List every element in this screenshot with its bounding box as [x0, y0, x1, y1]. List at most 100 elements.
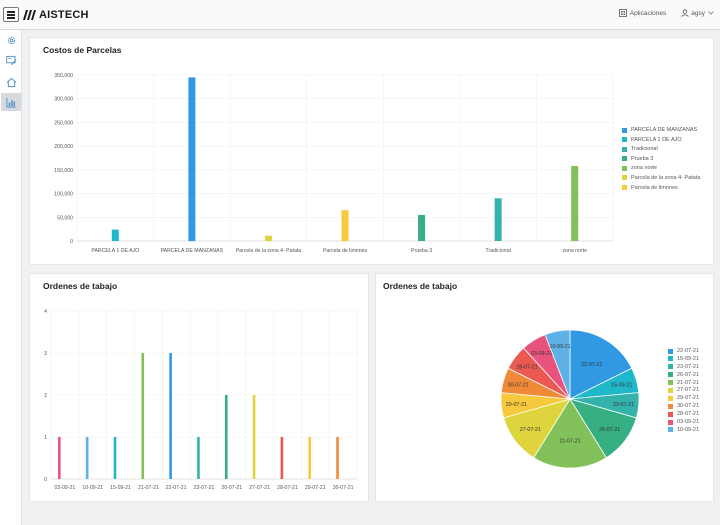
y-tick-label: 200,000 [54, 144, 73, 150]
legend-item[interactable]: zona norte [622, 165, 700, 171]
x-tick-label: Parcela de la zona 4- Patata [236, 248, 302, 254]
bar [113, 437, 117, 479]
y-tick-label: 3 [44, 351, 47, 357]
menu-toggle-button[interactable] [3, 7, 19, 22]
legend-item[interactable]: 15-09-21 [668, 356, 699, 362]
brand-mark-icon [23, 9, 36, 20]
legend-label: Parcela de limones [631, 184, 678, 191]
pie-slice-label: 30-07-21 [508, 382, 529, 388]
pie-slice [569, 329, 633, 400]
pie-slice-label: 28-07-21 [516, 365, 537, 371]
legend-item[interactable]: 03-09-21 [668, 419, 699, 425]
legend-item[interactable]: Parcela de la zona 4- Patata [622, 175, 700, 181]
legend-swatch [668, 364, 673, 370]
pie-slice-label: 22-07-21 [581, 362, 602, 368]
legend-label: 23-07-21 [677, 363, 700, 370]
legend-swatch [668, 356, 673, 362]
x-tick-label: Tradicional [486, 248, 511, 254]
pie-slice [533, 398, 607, 469]
pie-slice-label: 29-07-21 [506, 402, 527, 408]
chevron-down-icon [708, 11, 714, 15]
pie-slice-label: 10-09-21 [550, 344, 571, 350]
legend-item[interactable]: PARCELA DE MANZANAS [622, 127, 700, 133]
bar [111, 229, 119, 241]
home-icon [6, 77, 16, 87]
sidebar-item-settings[interactable] [1, 31, 21, 49]
legend-label: 27-07-21 [677, 387, 700, 394]
legend-label: 10-09-21 [677, 426, 700, 433]
legend-swatch [622, 175, 627, 181]
legend-label: 21-07-21 [677, 379, 700, 386]
legend-swatch [668, 348, 673, 354]
card-title: Ordenes de tabajo [43, 281, 118, 291]
y-tick-label: 300,000 [54, 97, 73, 103]
apps-label: Aplicaciones [629, 9, 667, 17]
x-tick-label: 30-07-21 [333, 485, 354, 491]
ordenes-bar-chart: 0 1 2 3 4 03-09-21 10-09-21 15-09-21 21-07-21 22-… [44, 309, 358, 491]
apps-grid-icon [618, 9, 627, 17]
x-tick-label: 03-09-21 [55, 485, 76, 491]
legend-item[interactable]: 22-07-21 [668, 348, 699, 354]
legend-swatch [668, 411, 673, 417]
y-tick-label: 0 [44, 477, 47, 483]
legend-swatch [668, 419, 673, 425]
y-tick-label: 4 [44, 309, 47, 315]
legend-item[interactable]: Tradicional [622, 146, 700, 152]
legend-label: 22-07-21 [677, 348, 700, 354]
y-tick-label: 150,000 [54, 168, 73, 174]
pie-slice [544, 329, 571, 400]
bar [418, 214, 426, 241]
y-tick-label: 350,000 [54, 73, 73, 79]
legend-swatch [622, 185, 627, 191]
legend-label: 29-07-21 [677, 395, 700, 402]
legend-swatch [668, 427, 673, 433]
user-menu[interactable]: agsy [681, 9, 714, 17]
legend-label: 15-09-21 [677, 355, 700, 362]
sidebar-item-edit[interactable] [1, 51, 21, 69]
legend-label: Prueba 3 [631, 155, 654, 162]
legend-item[interactable]: 10-09-21 [668, 427, 699, 433]
y-tick-label: 1 [44, 435, 47, 441]
y-tick-label: 50,000 [57, 215, 73, 221]
brand-logo[interactable]: AISTECH [23, 8, 89, 22]
card-title: Ordenes de tabajo [383, 281, 458, 291]
legend-label: PARCELA 1 DE AJO [631, 136, 682, 143]
ordenes-pie-chart: 22-07-21 15-09-21 23-07-21 26-07-21 21-07-21… [500, 329, 640, 469]
legend-swatch [622, 146, 627, 152]
legend-swatch [622, 137, 627, 143]
x-tick-label: PARCELA 1 DE AJO [91, 248, 139, 254]
x-tick-label: PARCELA DE MANZANAS [161, 248, 224, 254]
top-bar: AISTECH Aplicaciones agsy [0, 0, 720, 30]
legend-swatch [622, 165, 627, 171]
ordenes-bar-card: Ordenes de tabajo 0 1 2 3 4 03-09-21 10-09-21 1… [29, 273, 369, 502]
x-tick-label: 10-09-21 [82, 485, 103, 491]
sidebar-item-home[interactable] [1, 73, 21, 91]
apps-button[interactable]: Aplicaciones [618, 9, 667, 17]
bar [197, 437, 200, 479]
legend-label: Parcela de la zona 4- Patata [631, 174, 701, 181]
bar [341, 210, 349, 241]
pie-slice-label: 23-07-21 [613, 402, 634, 408]
edit-card-icon [5, 55, 17, 65]
legend-item[interactable]: PARCELA 1 DE AJO [622, 137, 700, 143]
legend-item[interactable]: Prueba 3 [622, 156, 700, 162]
bar [494, 198, 502, 241]
legend-item[interactable]: 26-07-21 [668, 372, 699, 378]
legend-label: zona norte [631, 165, 657, 172]
legend-item[interactable]: 30-07-21 [668, 403, 699, 409]
legend-item[interactable]: 21-07-21 [668, 380, 699, 386]
legend-item[interactable]: Parcela de limones [622, 185, 700, 191]
legend-item[interactable]: 29-07-21 [668, 395, 699, 401]
sidebar-item-dashboard[interactable] [1, 93, 21, 111]
legend-item[interactable]: 23-07-21 [668, 364, 699, 370]
legend-swatch [668, 380, 673, 386]
legend-item[interactable]: 27-07-21 [668, 387, 699, 393]
bar-chart-icon [5, 97, 16, 108]
x-tick-label: 15-09-21 [110, 485, 131, 491]
bar [308, 437, 312, 479]
legend-item[interactable]: 28-07-21 [668, 411, 699, 417]
pie-slice-label: 27-07-21 [520, 427, 541, 433]
legend-swatch [622, 127, 627, 133]
x-tick-label: 21-07-21 [138, 485, 159, 491]
y-tick-label: 2 [44, 393, 47, 399]
